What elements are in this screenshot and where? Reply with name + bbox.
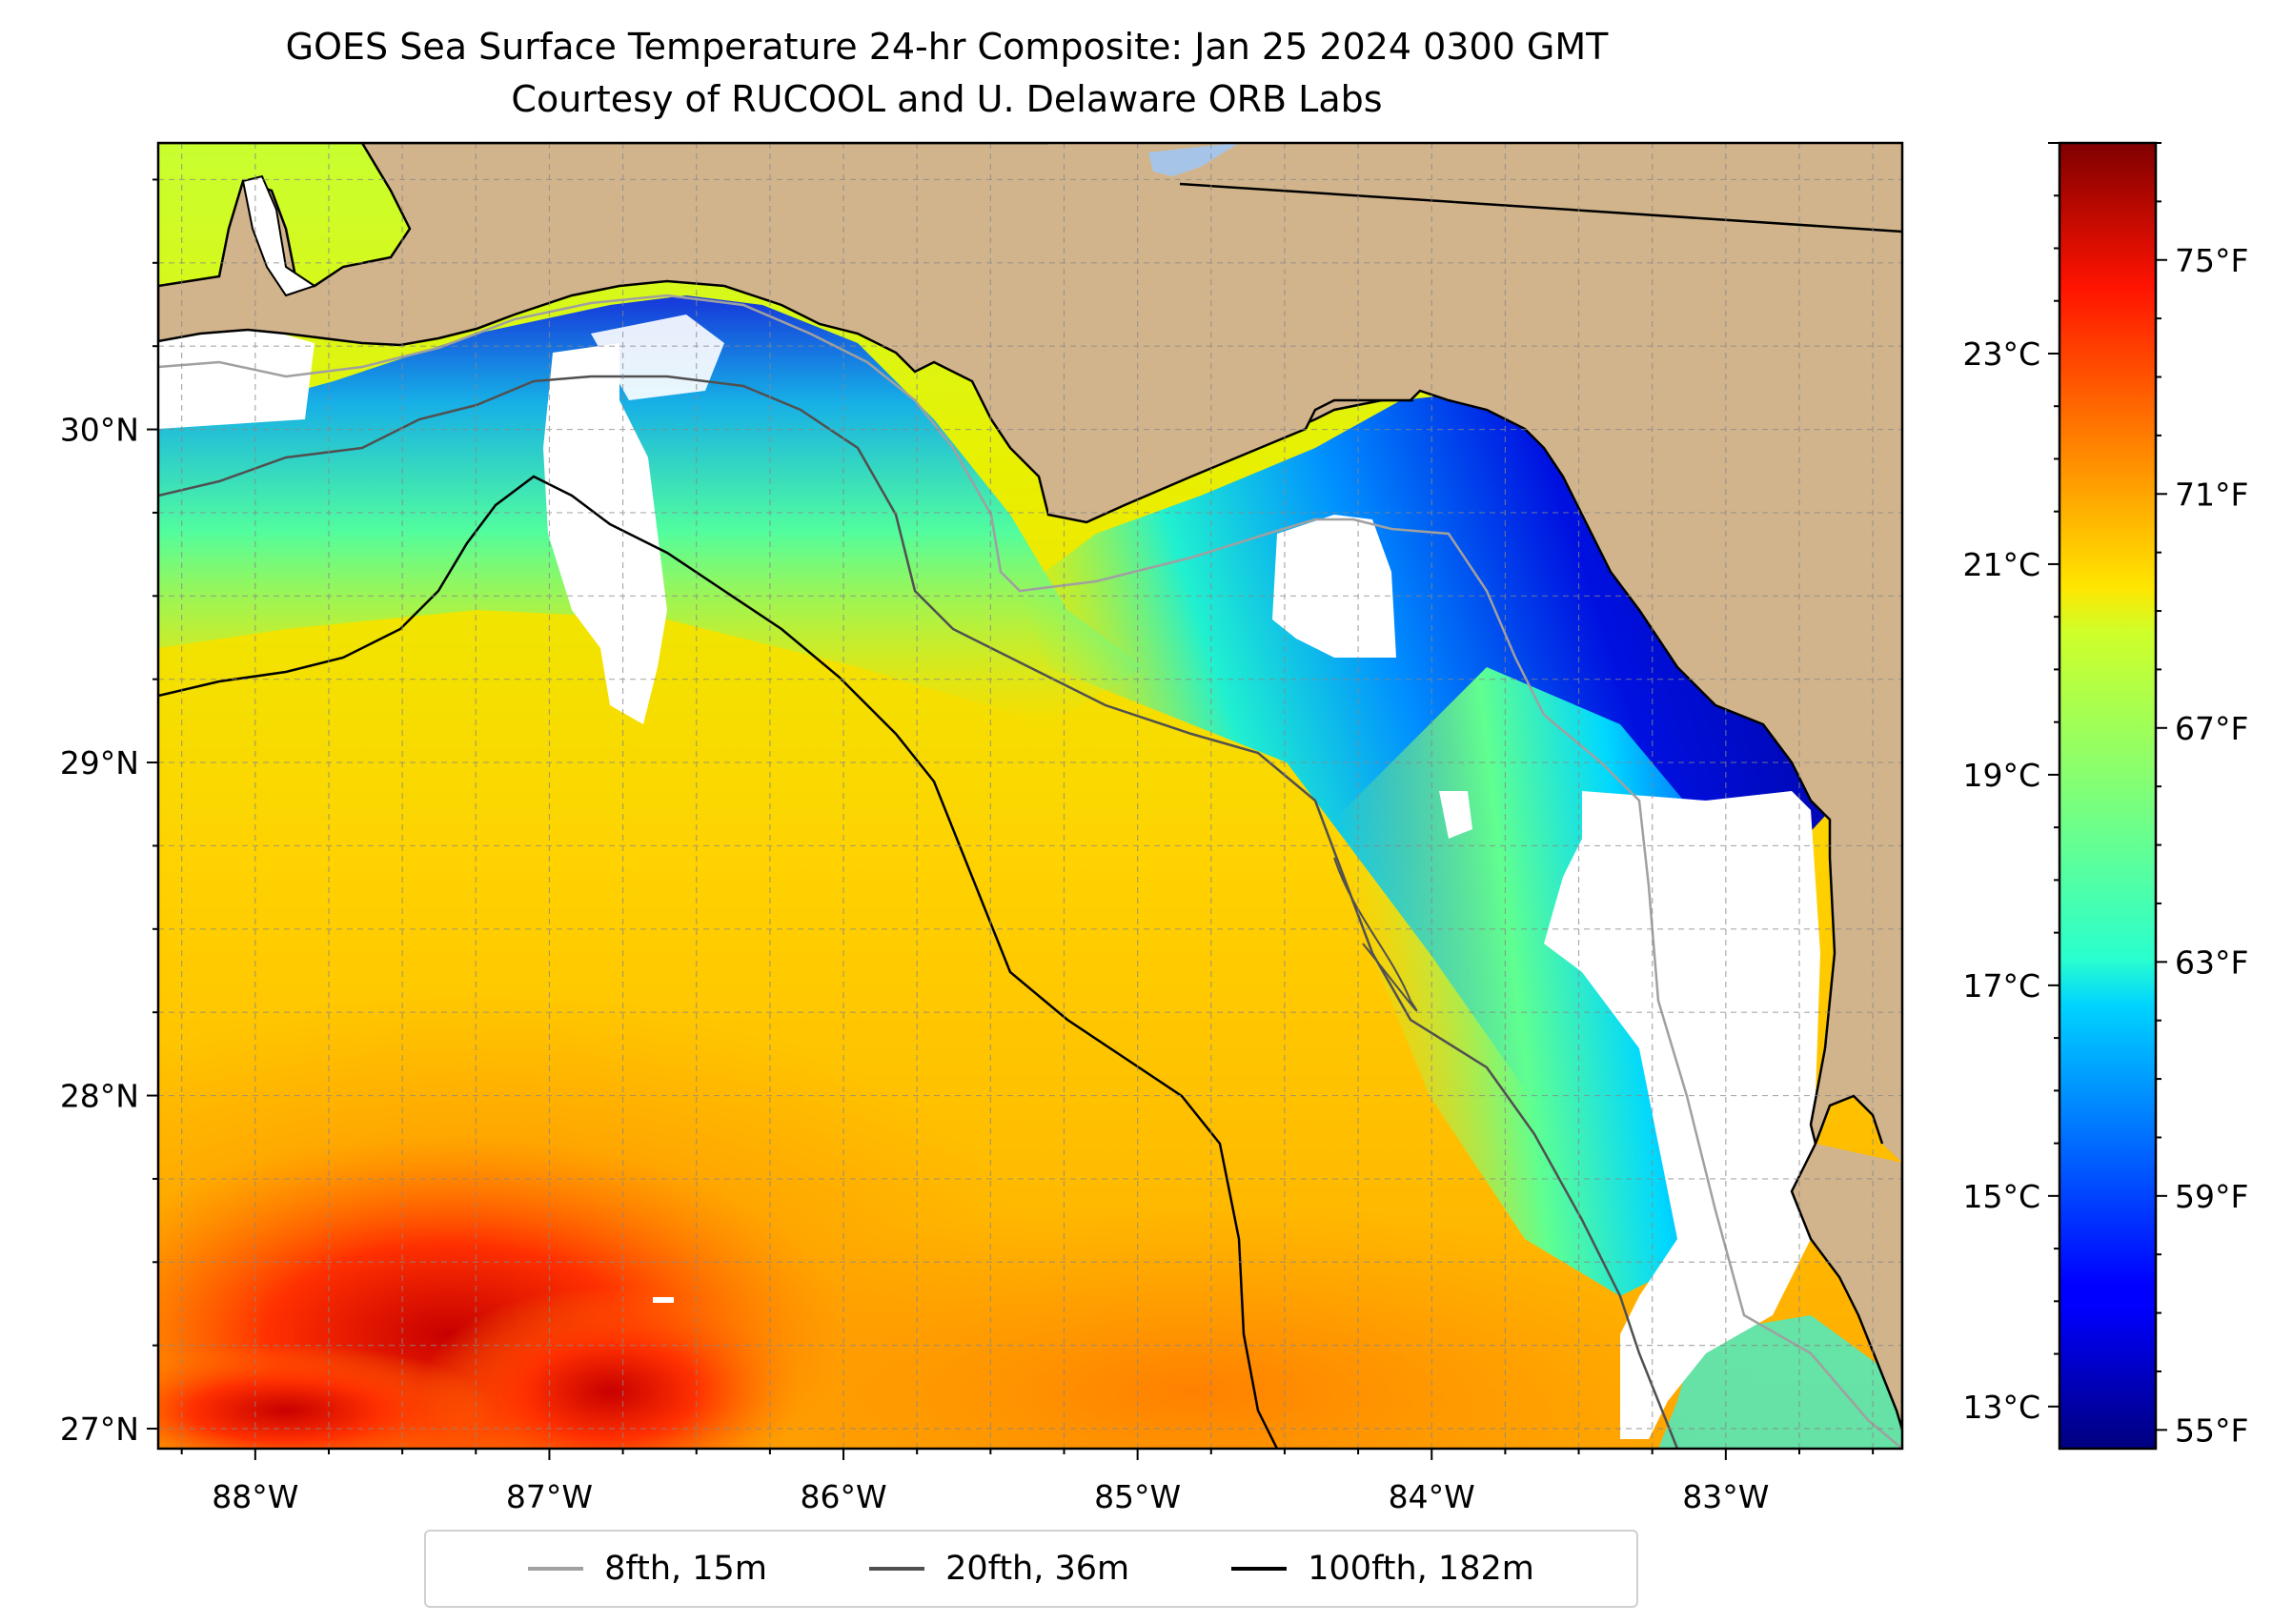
celsius-tick-label: 13°C — [1962, 1389, 2040, 1426]
longitude-tick-label: 87°W — [506, 1478, 593, 1515]
colorbar-celsius-axis: 13°C 15°C 17°C 19°C 21°C 23°C — [1962, 142, 2060, 1426]
celsius-tick-label: 15°C — [1962, 1178, 2040, 1215]
legend-label: 100fth, 182m — [1308, 1550, 1534, 1588]
map-title: GOES Sea Surface Temperature 24-hr Compo… — [285, 26, 1609, 68]
isobaths — [158, 294, 1902, 1449]
fahrenheit-tick-label: 55°F — [2175, 1411, 2248, 1449]
legend-swatch — [869, 1567, 925, 1571]
legend-item: 8fth, 15m — [528, 1550, 767, 1588]
colorbar-fahrenheit-axis: 55°F 59°F 63°F 67°F 71°F 75°F — [2156, 142, 2248, 1449]
fahrenheit-tick-label: 59°F — [2175, 1178, 2248, 1215]
longitude-axis: 88°W 87°W 86°W 85°W 84°W 83°W — [180, 1449, 1875, 1515]
map-subtitle: Courtesy of RUCOOL and U. Delaware ORB L… — [511, 78, 1383, 120]
longitude-tick-label: 85°W — [1094, 1478, 1181, 1515]
fahrenheit-tick-label: 75°F — [2175, 242, 2248, 279]
nodata-patch — [1272, 515, 1396, 658]
latitude-tick-label: 30°N — [60, 412, 139, 449]
isobath-20fth — [158, 375, 1679, 1449]
latitude-axis: 30°N 29°N 28°N 27°N — [60, 178, 158, 1448]
nodata-patch — [1544, 791, 1820, 1439]
map-frame — [156, 141, 1904, 1451]
nodata-patch — [543, 343, 667, 724]
gridlines — [158, 143, 1902, 1449]
legend-item: 100fth, 182m — [1231, 1550, 1534, 1588]
legend-swatch — [1231, 1567, 1288, 1571]
fahrenheit-tick-label: 63°F — [2175, 944, 2248, 981]
colorbar — [2058, 141, 2158, 1451]
celsius-tick-label: 23°C — [1962, 335, 2040, 373]
longitude-tick-label: 83°W — [1682, 1478, 1769, 1515]
celsius-tick-label: 19°C — [1962, 757, 2040, 794]
fahrenheit-tick-label: 67°F — [2175, 710, 2248, 747]
longitude-tick-label: 84°W — [1389, 1478, 1475, 1515]
isobath-8fth — [158, 294, 1902, 1449]
celsius-tick-label: 21°C — [1962, 546, 2040, 583]
fahrenheit-tick-label: 71°F — [2175, 476, 2248, 513]
celsius-tick-label: 17°C — [1962, 967, 2040, 1005]
land — [158, 143, 1902, 1431]
legend-label: 20fth, 36m — [945, 1550, 1130, 1588]
legend-label: 8fth, 15m — [604, 1550, 767, 1588]
latitude-tick-label: 29°N — [60, 744, 139, 782]
isobath-100fth — [158, 475, 1279, 1449]
latitude-tick-label: 27°N — [60, 1411, 139, 1448]
legend-swatch — [528, 1567, 584, 1571]
longitude-tick-label: 88°W — [212, 1478, 298, 1515]
longitude-tick-label: 86°W — [800, 1478, 886, 1515]
latitude-tick-label: 28°N — [60, 1078, 139, 1115]
sst-field — [158, 143, 1902, 1449]
isobath-legend: 8fth, 15m 20fth, 36m 100fth, 182m — [424, 1530, 1638, 1608]
legend-item: 20fth, 36m — [869, 1550, 1129, 1588]
